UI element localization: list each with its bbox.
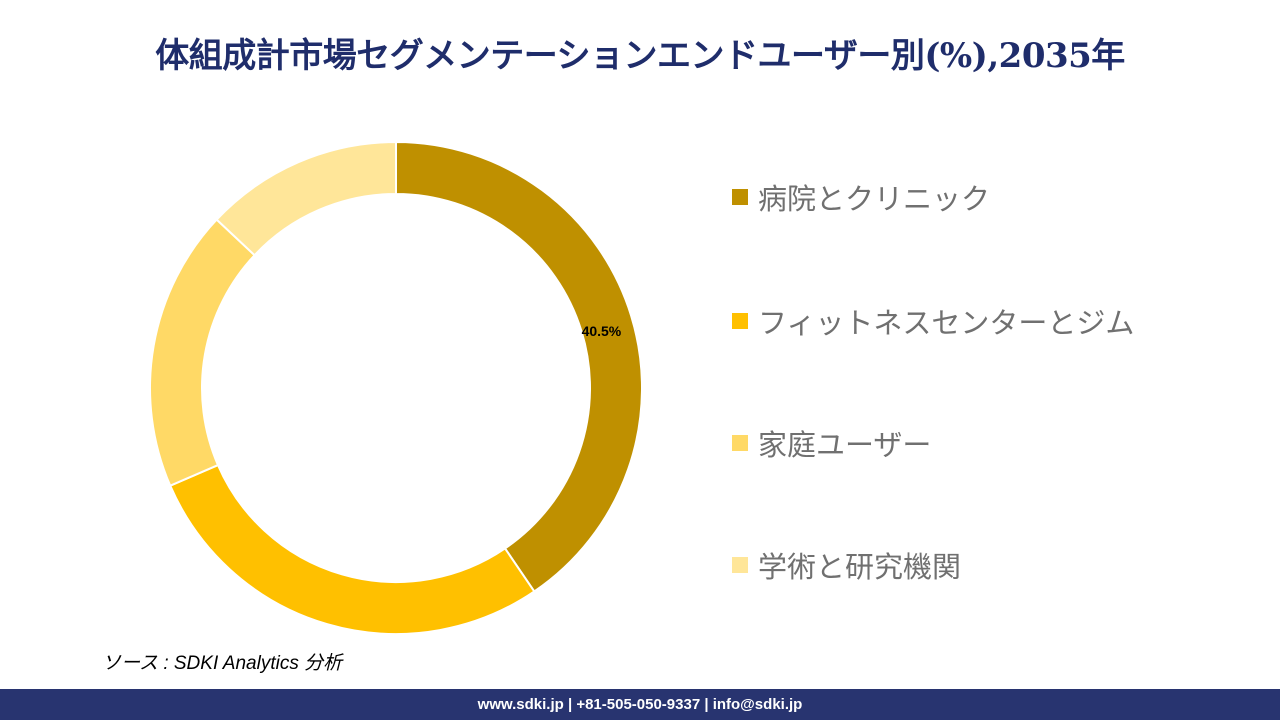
legend-label: 病院とクリニック <box>758 182 991 216</box>
donut-segment <box>168 463 536 635</box>
chart-title: 体組成計市場セグメンテーションエンドユーザー別(%),2035年 <box>155 36 1125 76</box>
legend-swatch <box>732 189 748 205</box>
legend-item: 学術と研究機関 <box>732 544 961 586</box>
donut-segment <box>215 140 397 257</box>
legend-item: 家庭ユーザー <box>732 422 931 464</box>
legend-label: 家庭ユーザー <box>758 428 932 462</box>
legend-swatch <box>732 313 748 329</box>
legend-label: 学術と研究機関 <box>758 550 962 584</box>
donut-segment <box>149 218 256 488</box>
legend-item: フィットネスセンターとジム <box>732 300 1134 342</box>
footer-contact: www.sdki.jp | +81-505-050-9337 | info@sd… <box>0 689 1280 720</box>
legend-swatch <box>732 435 748 451</box>
data-label: 40.5% <box>582 323 622 339</box>
legend-item: 病院とクリニック <box>732 176 990 218</box>
legend-label: フィットネスセンターとジム <box>758 306 1135 340</box>
source-note: ソース : SDKI Analytics 分析 <box>102 653 343 674</box>
legend-swatch <box>732 557 748 573</box>
donut-segment <box>395 140 643 593</box>
